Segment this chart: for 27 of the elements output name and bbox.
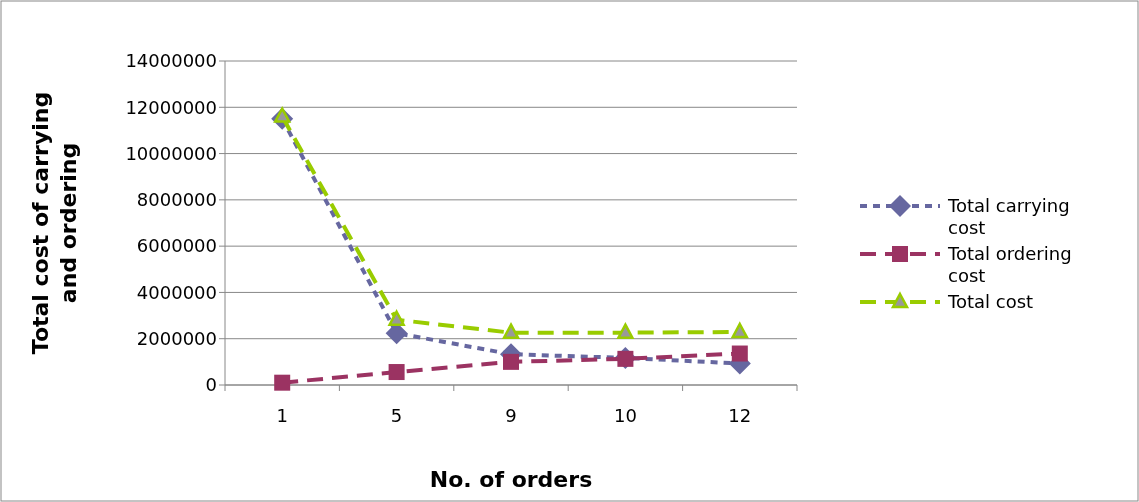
y-tick-label: 14000000 bbox=[125, 50, 217, 72]
point bbox=[388, 364, 405, 381]
point bbox=[274, 374, 291, 391]
point bbox=[617, 323, 634, 339]
x-tick-label: 9 bbox=[505, 405, 517, 426]
x-axis-title: No. of orders bbox=[429, 467, 593, 492]
point bbox=[502, 323, 520, 339]
y-tick-label: 8000000 bbox=[136, 189, 217, 211]
x-tick-label: 12 bbox=[728, 405, 752, 426]
y-tick-label: 10000000 bbox=[125, 142, 217, 164]
x-tick-label: 1 bbox=[276, 405, 288, 426]
point bbox=[503, 353, 519, 370]
point bbox=[731, 322, 749, 339]
x-tick-label: 5 bbox=[390, 405, 403, 426]
y-tick-label: 4000000 bbox=[136, 281, 217, 303]
point bbox=[273, 107, 291, 123]
point bbox=[731, 345, 748, 362]
y-tick-label: 0 bbox=[205, 374, 217, 396]
x-tick-label: 10 bbox=[613, 405, 637, 426]
y-tick-label: 12000000 bbox=[125, 96, 217, 118]
legend-label: Total carrying cost bbox=[947, 195, 1070, 239]
point bbox=[388, 310, 405, 326]
y-tick-label: 2000000 bbox=[136, 328, 217, 350]
y-axis-title: Total cost of carrying and ordering bbox=[28, 91, 81, 355]
legend-label: Total cost bbox=[947, 291, 1034, 313]
legend-label: Total ordering cost bbox=[947, 243, 1072, 287]
y-tick-label: 6000000 bbox=[136, 235, 217, 257]
